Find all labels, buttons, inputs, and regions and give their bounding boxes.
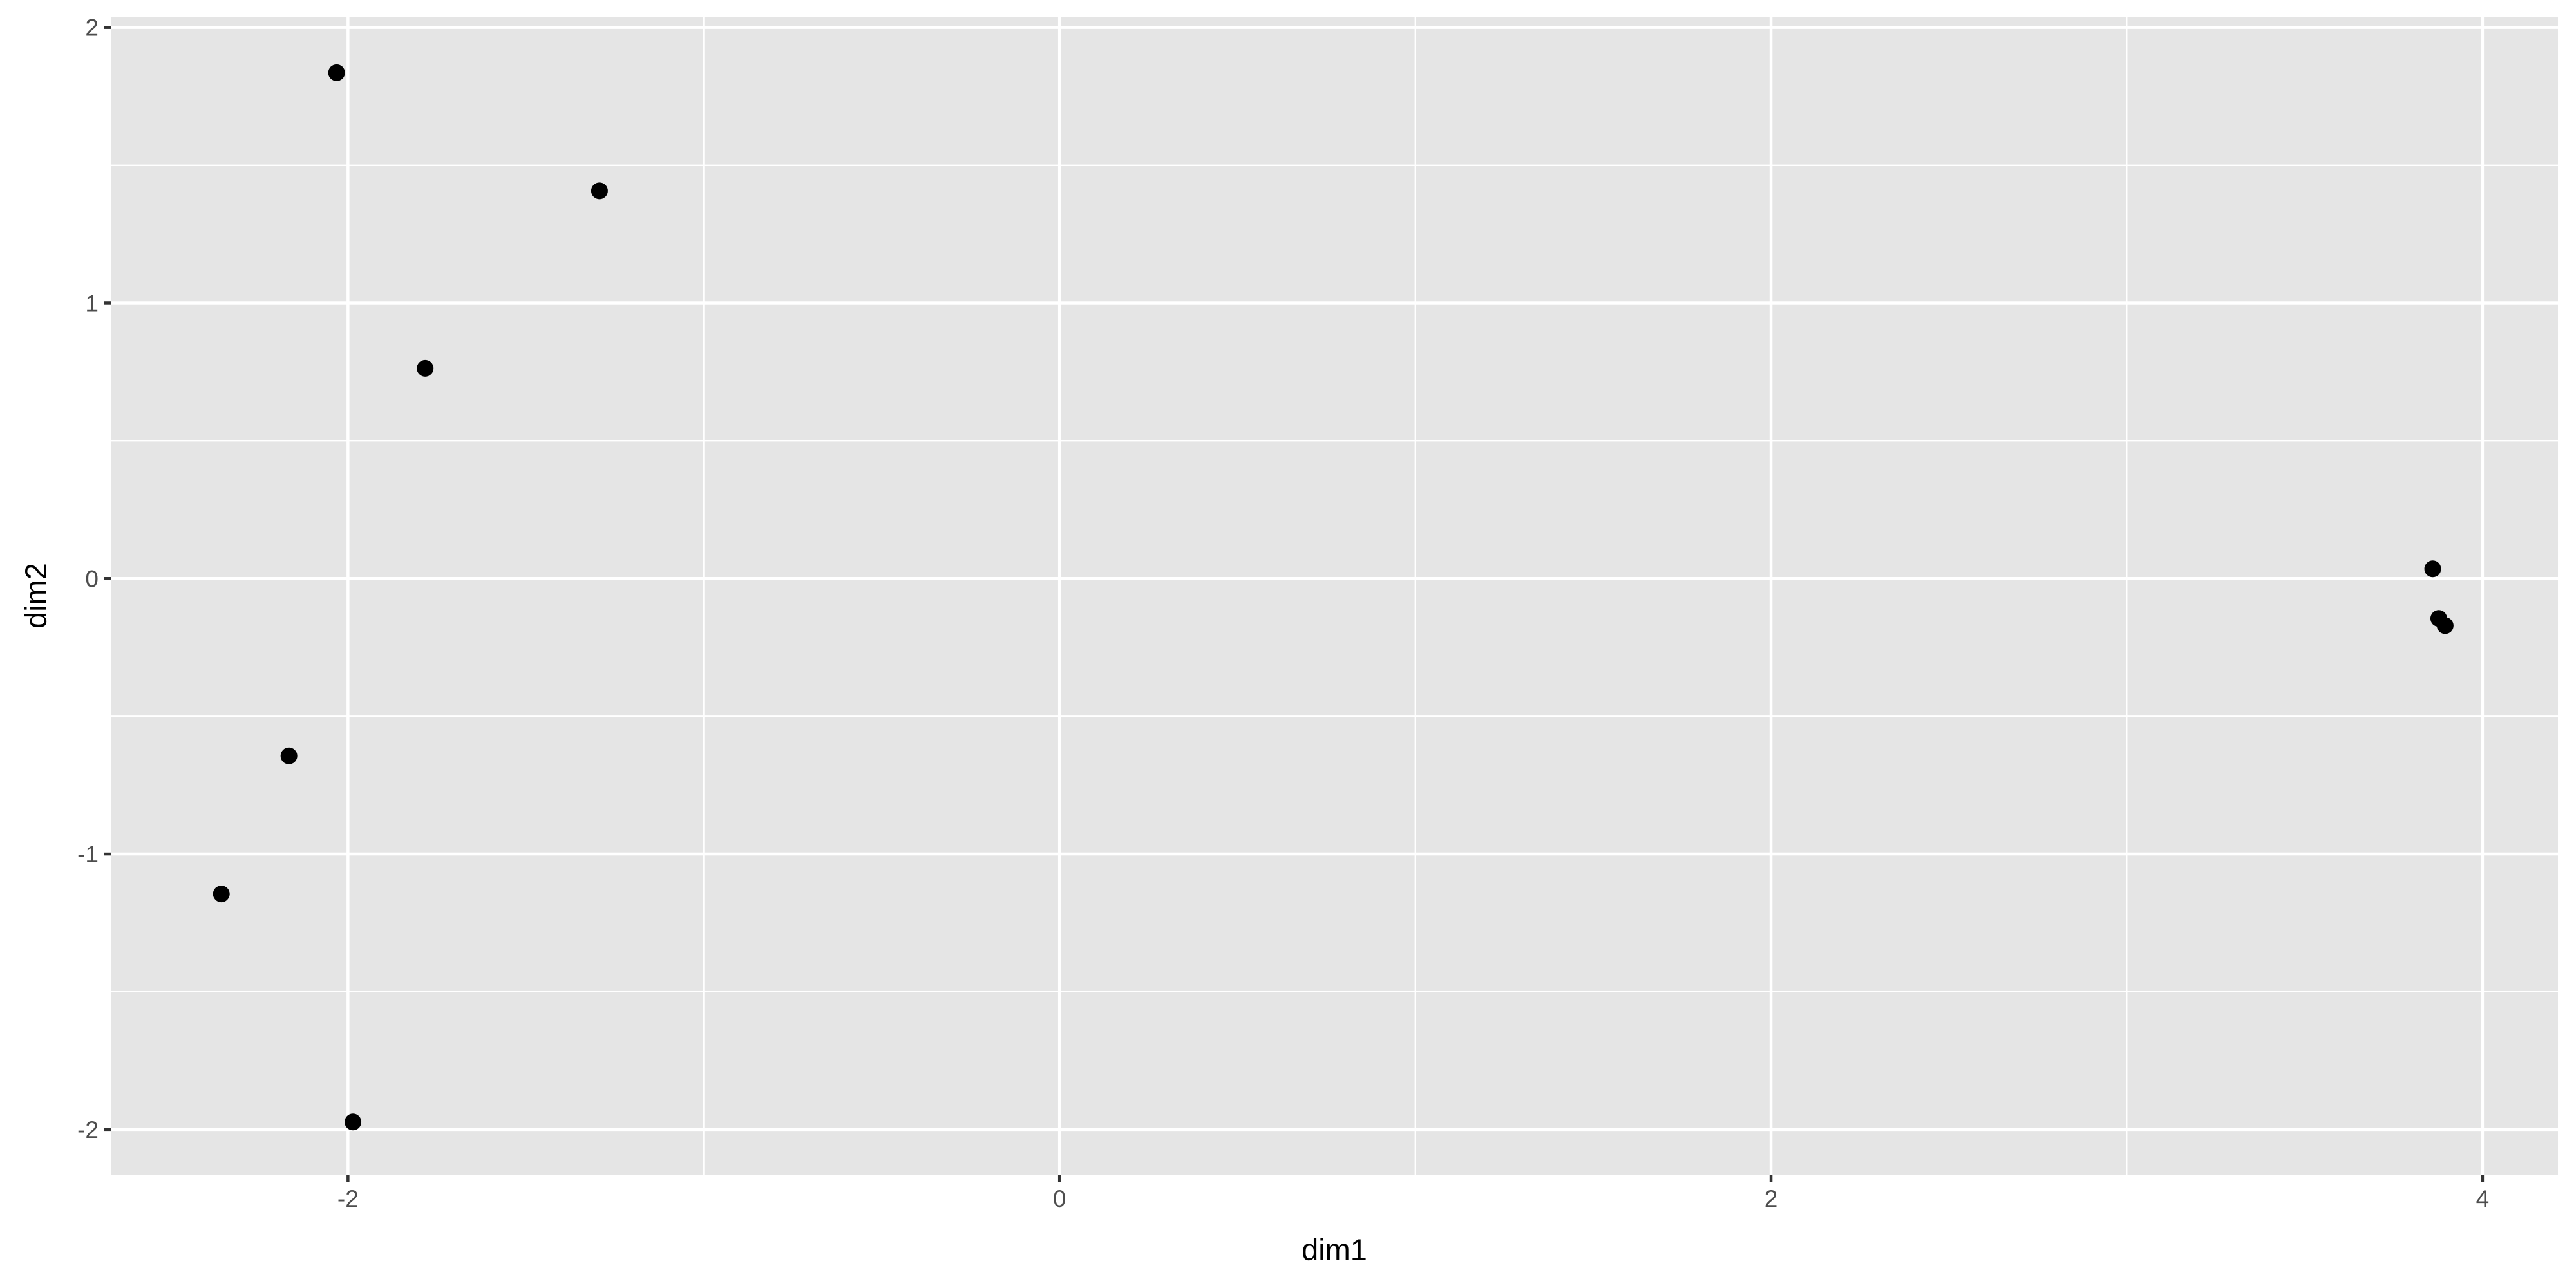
data-point	[2424, 560, 2441, 578]
y-tick-label: 1	[85, 290, 99, 316]
data-point	[328, 64, 345, 81]
axes: -2 0 2 4 -2 -1 0 1 2	[77, 15, 2489, 1212]
data-point	[2436, 617, 2454, 634]
x-tick-label: 0	[1053, 1186, 1066, 1212]
y-tick-label: 0	[85, 565, 99, 592]
points	[213, 64, 2454, 1131]
x-axis-title: dim1	[1302, 1233, 1367, 1267]
gridlines	[111, 17, 2558, 1175]
y-tick-label: 2	[85, 15, 99, 41]
y-tick-label: -1	[77, 841, 99, 867]
data-point	[280, 747, 298, 764]
data-point	[591, 182, 608, 200]
data-point	[417, 359, 434, 377]
data-point	[345, 1113, 362, 1131]
plot-panel	[111, 17, 2558, 1175]
x-tick-label: 4	[2476, 1186, 2490, 1212]
x-tick-label: -2	[337, 1186, 359, 1212]
x-tick-label: 2	[1765, 1186, 1778, 1212]
y-axis-title: dim2	[19, 563, 53, 629]
data-point	[213, 886, 230, 903]
y-tick-label: -2	[77, 1117, 99, 1143]
